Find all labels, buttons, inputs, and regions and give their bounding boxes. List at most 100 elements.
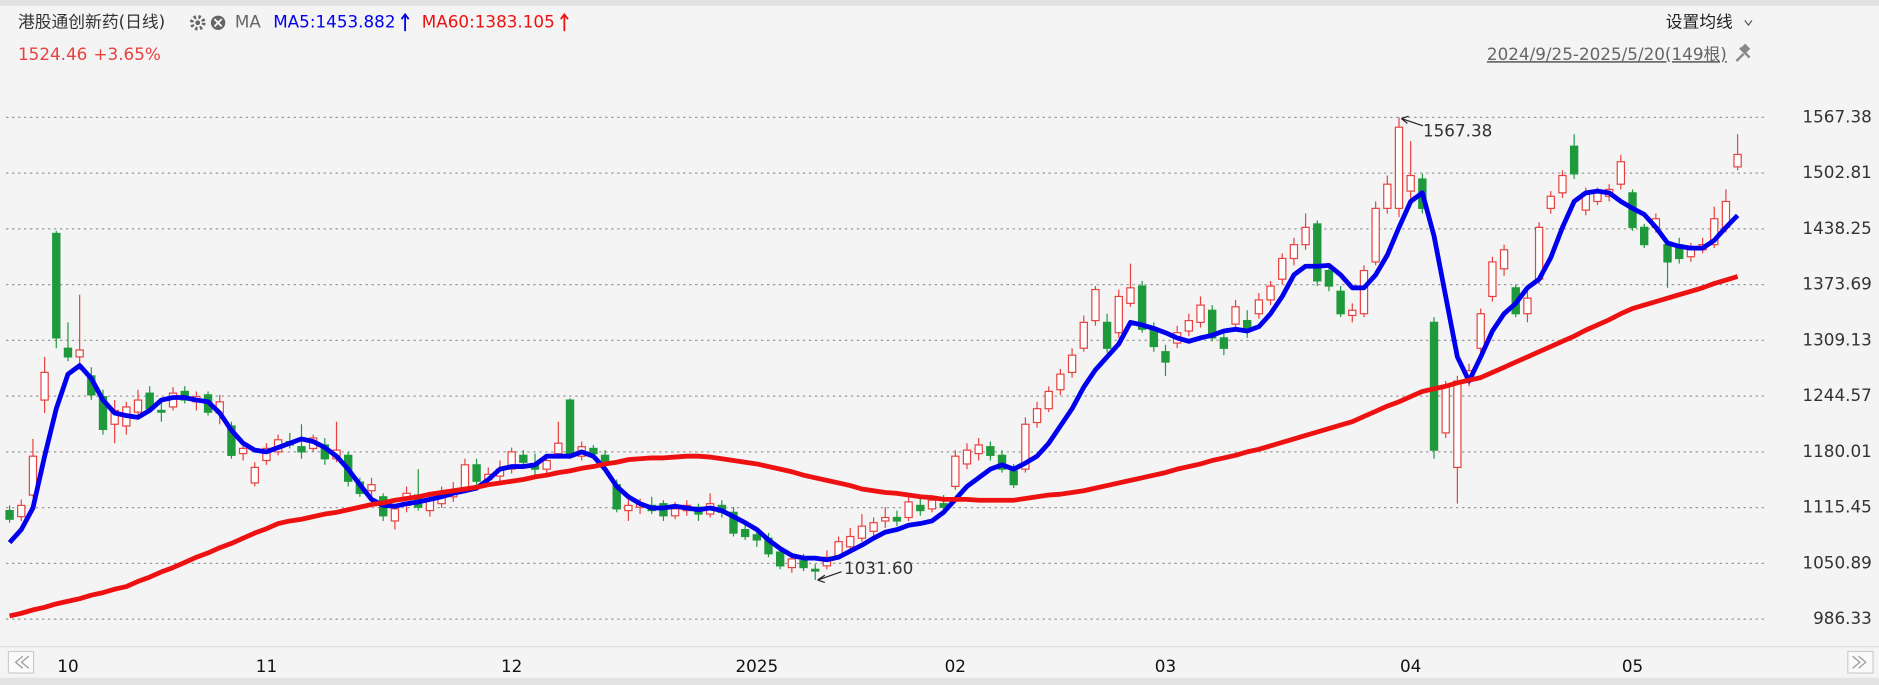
candle-body: [1569, 145, 1579, 175]
ma-line: [7, 188, 1740, 563]
y-tick-label: 1373.69: [1802, 274, 1871, 294]
candle-body: [262, 447, 271, 462]
top-strip: [0, 0, 1879, 6]
candle-body: [1348, 309, 1357, 317]
candle-body: [997, 454, 1007, 470]
settings-button[interactable]: 设置均线: [1666, 12, 1733, 32]
candle-body: [1126, 287, 1135, 304]
candle-body: [238, 447, 248, 455]
candle-body: [460, 464, 470, 489]
candle-body: [157, 409, 166, 413]
candle-body: [1231, 306, 1240, 325]
candle-body: [1523, 297, 1532, 315]
candle-body: [1336, 290, 1345, 315]
candle-body: [1207, 309, 1217, 339]
candle-body: [1278, 257, 1287, 280]
ma-line: [9, 274, 1739, 619]
x-tick-label: 11: [256, 656, 277, 676]
candle-body: [1371, 207, 1380, 263]
date-range[interactable]: 2024/9/25-2025/5/20(149根): [1487, 44, 1727, 64]
candle-body: [1406, 174, 1415, 192]
candle-body: [52, 232, 61, 339]
candle-body: [1324, 269, 1334, 287]
indicator-label: MA: [235, 12, 261, 32]
legend-ma5: MA5:1453.882: [273, 12, 395, 32]
y-tick-label: 1050.89: [1802, 552, 1871, 572]
candle-body: [1733, 153, 1742, 168]
candle-body: [857, 525, 867, 539]
candle-body: [17, 504, 26, 518]
x-tick-label: 10: [57, 656, 78, 676]
candle-body: [75, 349, 84, 358]
candle-body: [542, 459, 551, 470]
candle-body: [869, 522, 878, 532]
candle-body: [1021, 423, 1030, 470]
candle-body: [40, 371, 49, 401]
candle-body: [986, 446, 995, 456]
candle-body: [519, 454, 528, 463]
candle-body: [1219, 337, 1229, 349]
last-price: 1524.46: [18, 44, 87, 64]
candle-body: [554, 442, 563, 455]
y-tick-label: 1438.25: [1802, 218, 1871, 238]
settings-icon[interactable]: [189, 14, 206, 31]
y-tick-label: 1309.13: [1802, 329, 1871, 349]
candle-body: [729, 511, 738, 534]
candle-body: [1359, 269, 1369, 315]
candle-body: [752, 534, 762, 541]
candle-body: [1289, 244, 1299, 260]
candle-body: [565, 399, 575, 455]
candle-body: [1383, 183, 1392, 209]
scroll-track: [0, 677, 1879, 685]
candle-body: [1102, 321, 1112, 349]
candle-body: [1710, 218, 1719, 246]
candle-body: [787, 558, 797, 569]
candle-body: [1114, 295, 1123, 334]
candle-body: [1593, 192, 1602, 203]
candle-body: [589, 447, 598, 455]
candle-body: [974, 444, 983, 455]
scroll-right[interactable]: [1847, 650, 1874, 674]
y-tick-label: 986.33: [1813, 608, 1872, 628]
candle-body: [5, 509, 14, 520]
candle-body: [297, 446, 306, 453]
candle-body: [775, 551, 785, 567]
candle-body: [1476, 313, 1485, 349]
x-tick-label: 2025: [735, 656, 778, 676]
candle-body: [1266, 285, 1275, 301]
candle-body: [472, 464, 481, 482]
candle-body: [28, 455, 38, 496]
y-tick-label: 1502.81: [1802, 162, 1871, 182]
candle-body: [1044, 390, 1053, 410]
y-tick-label: 1115.45: [1802, 497, 1871, 517]
candle-body: [1686, 249, 1696, 258]
candle-body: [1441, 385, 1450, 434]
candle-body: [250, 466, 259, 484]
candle-body: [1663, 244, 1672, 263]
candle-body: [1056, 373, 1065, 391]
candle-body: [1091, 288, 1100, 322]
y-tick-label: 1567.38: [1802, 106, 1871, 126]
candle-body: [227, 425, 236, 456]
candle-body: [846, 535, 855, 548]
max-label: 1567.38: [1423, 121, 1492, 141]
chevron: [1744, 19, 1753, 27]
candle-body: [1161, 351, 1170, 363]
candle-body: [881, 516, 890, 522]
candle-body: [507, 451, 516, 470]
candle-body: [1546, 195, 1555, 209]
legend-ma60: MA60:1383.105: [422, 12, 555, 32]
candle-body: [133, 399, 143, 413]
close-icon[interactable]: [210, 15, 226, 30]
candle-body: [951, 455, 960, 488]
x-tick-label: 05: [1622, 656, 1643, 676]
y-tick-label: 1180.01: [1802, 441, 1871, 461]
scroll-left[interactable]: [7, 650, 35, 674]
candle-body: [367, 484, 376, 492]
candle-body: [63, 347, 73, 358]
pin-icon[interactable]: [1735, 43, 1751, 62]
candle-body: [624, 504, 633, 512]
x-tick-label: 12: [501, 656, 522, 676]
candle-body: [1032, 408, 1042, 424]
